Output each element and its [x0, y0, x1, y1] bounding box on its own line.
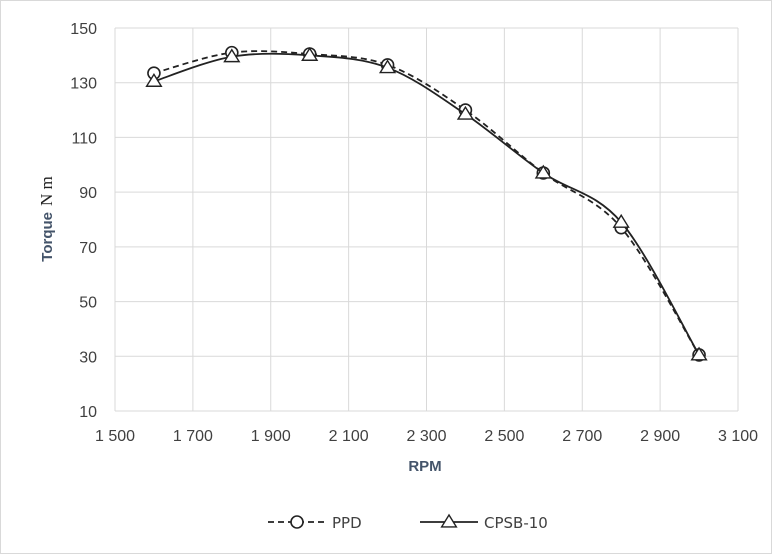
x-tick-label: 2 900: [640, 428, 680, 445]
y-tick-label: 90: [79, 185, 97, 202]
x-tick-label: 2 700: [562, 428, 602, 445]
gridlines: [114, 27, 739, 412]
legend: PPD CPSB-10: [268, 513, 548, 532]
legend-triangle-marker: [440, 513, 458, 528]
y-axis-title-main: Torque: [39, 212, 56, 262]
triangle-marker: [690, 346, 708, 361]
y-tick-label: 110: [71, 130, 97, 147]
series-group: [145, 45, 708, 362]
triangle-marker: [612, 213, 630, 228]
y-tick-label: 130: [70, 76, 97, 93]
y-tick-label: 70: [79, 240, 97, 257]
legend-label: PPD: [332, 514, 362, 532]
series-cpsb-10: [145, 47, 708, 361]
triangle-marker: [145, 73, 163, 87]
x-axis-title: RPM: [408, 458, 441, 475]
svg-text:TorqueN m: Torque N m: [37, 176, 56, 261]
x-tick-label: 2 500: [484, 428, 524, 445]
x-tick-label: 1 900: [251, 428, 291, 445]
x-tick-label: 2 100: [329, 428, 369, 445]
triangle-marker: [223, 48, 241, 63]
tick-labels: 10 30 50 70 90 110 130 150 1 500 1 700 1 900 2 100 2…: [70, 21, 758, 445]
triangle-marker: [534, 164, 552, 179]
triangle-marker: [456, 105, 475, 120]
y-tick-label: 10: [79, 404, 97, 421]
y-tick-label: 30: [79, 349, 97, 366]
x-tick-label: 1 700: [173, 428, 213, 445]
x-tick-label: 2 300: [406, 428, 446, 445]
x-tick-label: 1 500: [95, 428, 135, 445]
y-tick-label: 150: [70, 21, 97, 38]
y-axis-title: Torque N m: [37, 176, 56, 261]
triangle-marker: [301, 47, 319, 61]
legend-circle-marker: [290, 515, 304, 529]
x-tick-label: 3 100: [718, 428, 758, 445]
legend-label: CPSB-10: [484, 514, 548, 532]
y-axis-title-unit: N m: [37, 176, 56, 206]
y-tick-label: 50: [79, 295, 97, 312]
triangle-marker: [378, 59, 397, 74]
